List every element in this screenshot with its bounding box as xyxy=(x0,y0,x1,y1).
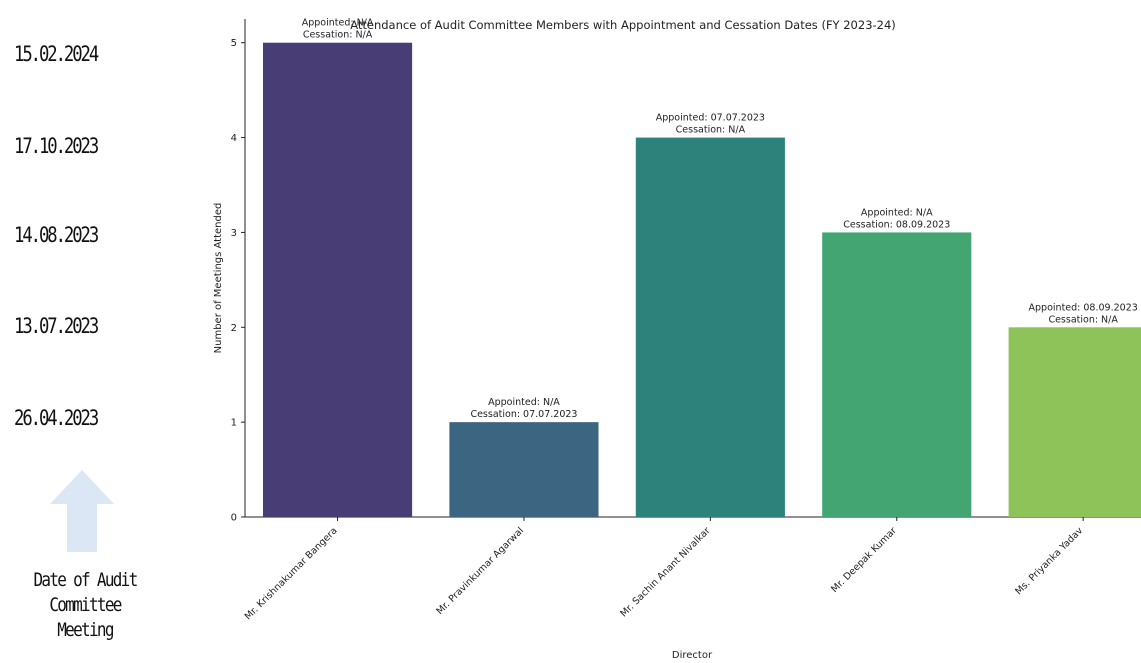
chart-title: Attendance of Audit Committee Members wi… xyxy=(350,18,896,32)
plot-area: 0 1 2 3 4 5 Mr. Krishnakumar Bangera Appointed:… xyxy=(231,18,1141,622)
meeting-date: 26.04.2023 xyxy=(14,406,99,430)
y-tick-label: 3 xyxy=(231,228,237,239)
date-axis-caption: Date of Audit Committee Meeting xyxy=(22,568,148,643)
bar xyxy=(822,232,972,517)
x-axis-label: Director xyxy=(672,650,713,661)
x-tick-label: Mr. Deepak Kumar xyxy=(829,525,899,595)
x-tick-label: Mr. Sachin Anant Nivalkar xyxy=(618,525,712,619)
meeting-date: 17.10.2023 xyxy=(14,134,99,158)
bar xyxy=(449,422,599,517)
attendance-bar-chart: Attendance of Audit Committee Members wi… xyxy=(213,18,1141,661)
data-label-appointed: Appointed: N/A xyxy=(302,18,374,29)
up-arrow-icon xyxy=(50,470,114,552)
y-tick-label: 0 xyxy=(231,513,237,524)
bar xyxy=(1008,327,1141,517)
meeting-date: 13.07.2023 xyxy=(14,314,99,338)
bar xyxy=(263,42,413,517)
data-label-cessation: Cessation: N/A xyxy=(1048,314,1118,325)
data-label-cessation: Cessation: N/A xyxy=(303,30,373,41)
meeting-dates-panel: 15.02.2024 17.10.2023 14.08.2023 13.07.2… xyxy=(0,0,195,663)
data-label-cessation: Cessation: 07.07.2023 xyxy=(470,409,577,420)
bar xyxy=(635,137,785,518)
data-label-cessation: Cessation: N/A xyxy=(676,125,746,136)
meeting-date: 14.08.2023 xyxy=(14,223,99,247)
y-tick-label: 2 xyxy=(231,323,237,334)
y-tick-label: 1 xyxy=(231,418,237,429)
x-tick-label: Mr. Pravinkumar Agarwal xyxy=(434,525,526,617)
x-tick-label: Ms. Priyanka Yadav xyxy=(1013,525,1085,597)
y-axis-label: Number of Meetings Attended xyxy=(213,203,224,354)
y-tick-label: 4 xyxy=(231,133,237,144)
caption-line: Committee xyxy=(49,594,122,616)
y-tick-label: 5 xyxy=(231,38,237,49)
data-label-appointed: Appointed: N/A xyxy=(861,207,933,218)
data-label-appointed: Appointed: 08.09.2023 xyxy=(1029,302,1138,313)
data-label-appointed: Appointed: 07.07.2023 xyxy=(656,113,765,124)
x-tick-label: Mr. Krishnakumar Bangera xyxy=(243,525,340,622)
caption-line: Date of Audit xyxy=(33,569,138,591)
data-label-appointed: Appointed: N/A xyxy=(488,397,560,408)
caption-line: Meeting xyxy=(57,619,114,641)
meeting-date: 15.02.2024 xyxy=(14,42,99,66)
data-label-cessation: Cessation: 08.09.2023 xyxy=(843,219,950,230)
